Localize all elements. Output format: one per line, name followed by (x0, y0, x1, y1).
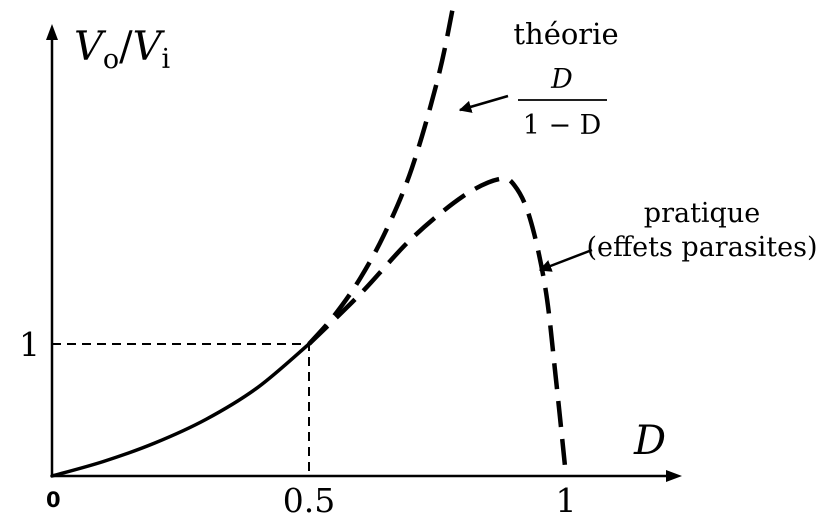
y-axis-arrowhead (46, 24, 58, 40)
theory-pointer-arrow (458, 94, 509, 113)
practical-label-line1: pratique (644, 198, 760, 229)
guide-lines (52, 343, 310, 476)
theory-formula-numerator: D (550, 64, 573, 95)
curve-practical-dashed (307, 176, 569, 477)
y-axis-label: Vo/Vi (74, 24, 171, 75)
curve-theory-dashed (307, 0, 457, 346)
y-tick-label-1: 1 (19, 325, 40, 364)
x-tick-label-1: 1 (556, 481, 577, 520)
x-tick-label-0: 0 (46, 488, 61, 512)
curve-common-solid (50, 342, 311, 478)
x-tick-label-0.5: 0.5 (283, 481, 335, 520)
practical-label-line2: (effets parasites) (586, 232, 817, 263)
theory-formula-denominator: 1 − D (523, 110, 602, 141)
theory-label: théorie (513, 17, 618, 51)
x-axis-arrowhead (666, 470, 682, 482)
practical-pointer-arrow (538, 248, 593, 272)
x-axis-label: D (633, 418, 666, 464)
